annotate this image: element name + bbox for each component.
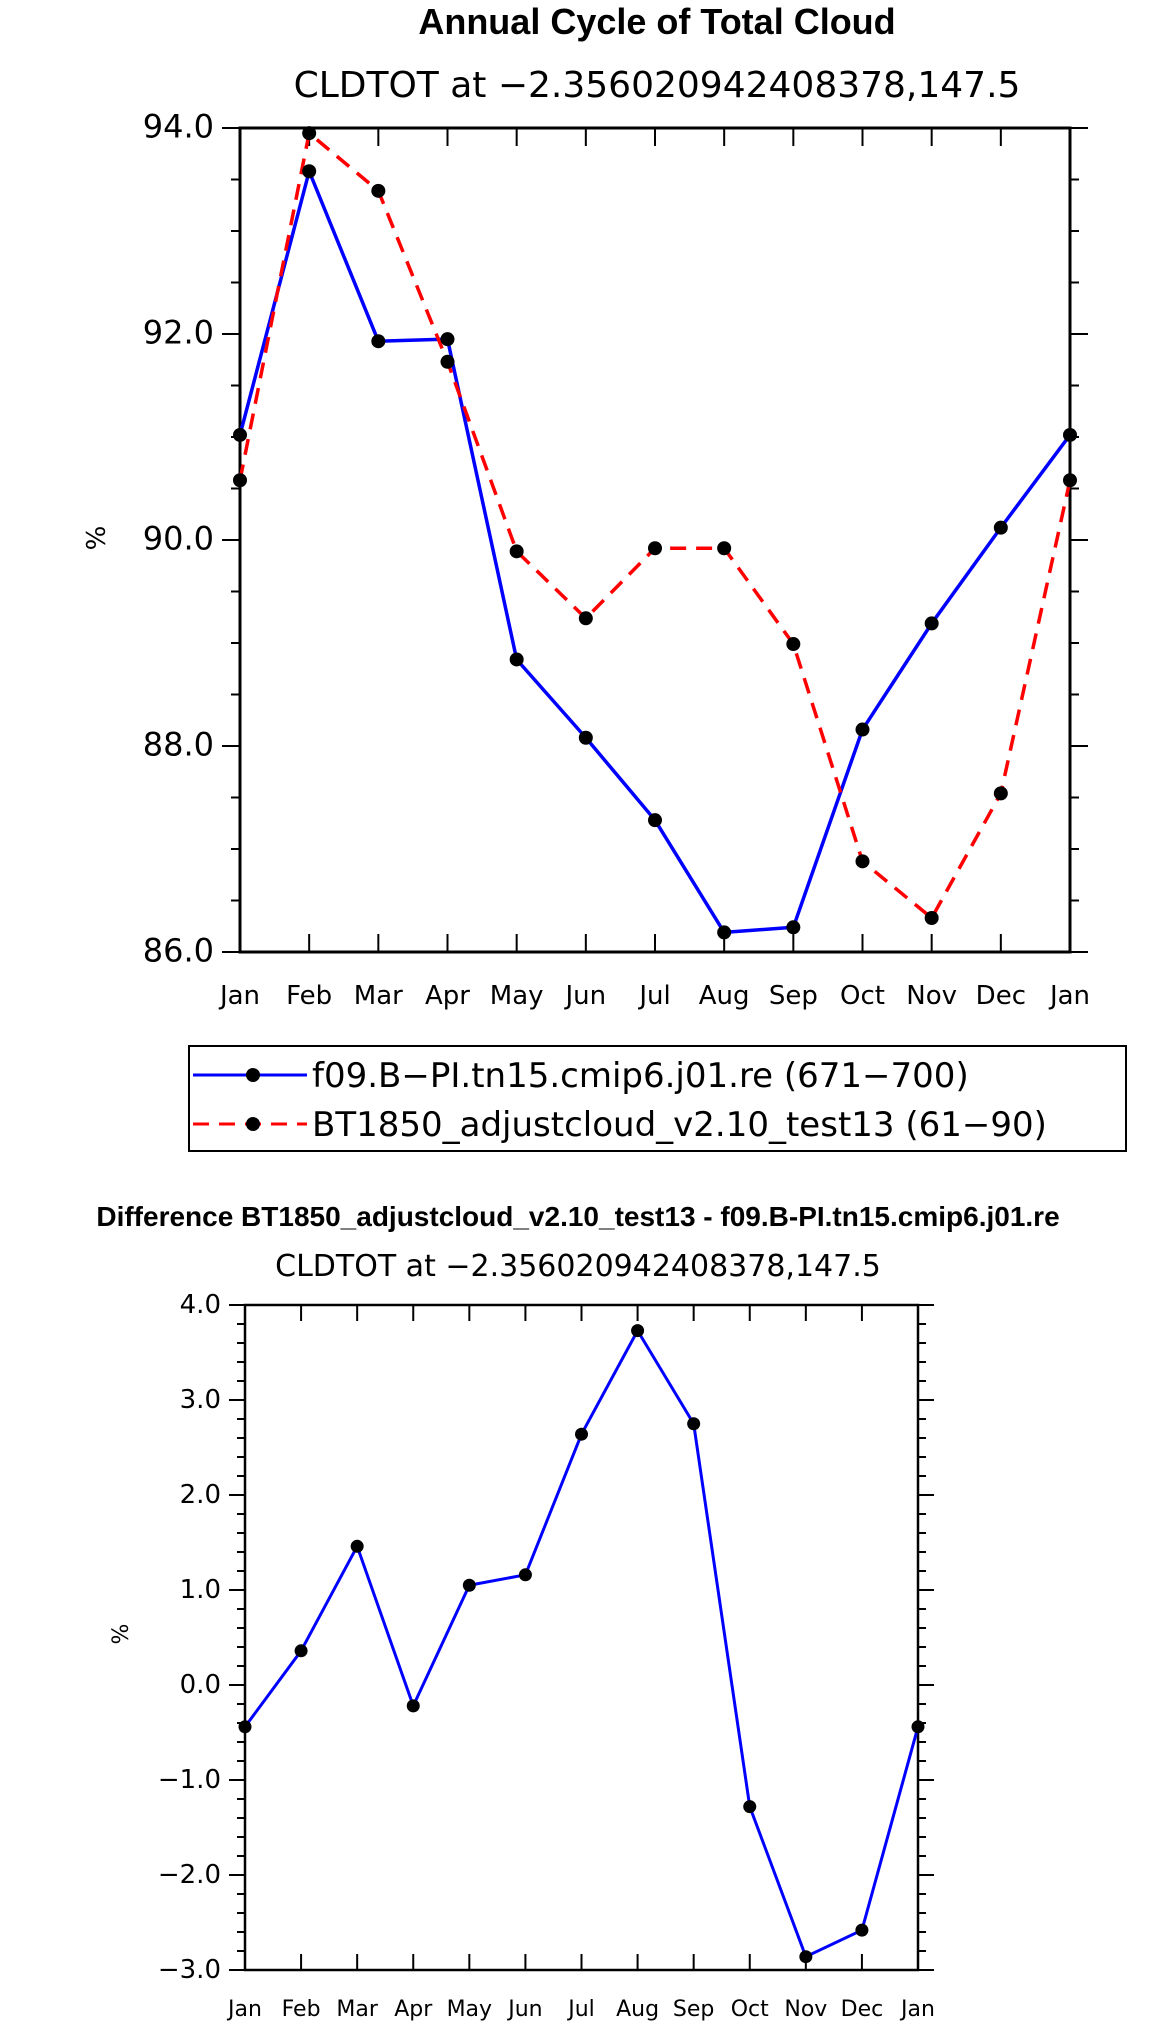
chart-2-series-1-point [743, 1800, 757, 1814]
chart-1-series-2-point [440, 354, 455, 369]
chart-1-xtick-label: Apr [425, 981, 470, 1011]
chart-1-xtick-label: Nov [906, 981, 957, 1011]
chart-2-xtick-label: Mar [336, 1997, 378, 2022]
chart-2-series-1-point [855, 1923, 869, 1937]
chart-2-ytick-label: 0.0 [180, 1670, 221, 1700]
chart-2-series-1-point [687, 1417, 701, 1431]
chart-2-series-1-point [294, 1644, 308, 1658]
chart-1-series-2-point [924, 911, 939, 926]
bottom-chart-ylabel: % [109, 1624, 134, 1645]
chart-2-xtick-label: Feb [282, 1997, 321, 2022]
chart-1-series-2-point [1063, 473, 1077, 488]
top-chart-plot: Jan Feb Mar Apr May Jun Jul Aug Sep Oct Nov Dec Jan8… [143, 107, 1090, 1011]
legend-label-series-2: BT1850_adjustcloud_v2.10_test13 (61−90) [312, 1105, 1047, 1145]
chart-1-xtick-label: Jul [637, 981, 670, 1011]
chart-2-xtick-label: Dec [841, 1997, 884, 2022]
legend-box [188, 1045, 1127, 1152]
chart-2-series-1-point [799, 1950, 813, 1964]
chart-2-ytick-label: −1.0 [158, 1765, 221, 1795]
bottom-chart-plot: Jan Feb Mar Apr May Jun Jul Aug Sep Oct Nov Dec Jan−… [158, 1290, 935, 2022]
bottom-chart-title: Difference BT1850_adjustcloud_v2.10_test… [96, 1201, 1059, 1232]
chart-1-series-1-point [578, 730, 593, 745]
chart-2-series-1-point [575, 1427, 588, 1441]
chart-1-series-2-point [509, 544, 524, 559]
chart-1-series-2-point [371, 183, 386, 198]
top-chart-ylabel: % [82, 526, 112, 551]
chart-2-xtick-label: May [447, 1997, 492, 2022]
chart-2-xtick-label: Oct [731, 1997, 769, 2022]
chart-2-ytick-label: −3.0 [158, 1955, 221, 1985]
chart-1-series-1-point [924, 616, 939, 631]
chart-2-frame [243, 1303, 920, 1972]
chart-2-series-1-point [406, 1699, 420, 1713]
chart-1-series-1-point [1063, 427, 1077, 442]
chart-1-xtick-label: May [490, 981, 544, 1011]
chart-2-ytick-label: 2.0 [180, 1480, 221, 1510]
chart-1-series-1-point [509, 652, 524, 667]
chart-2-xtick-label: Apr [394, 1997, 433, 2022]
chart-1-series-2-point [786, 637, 801, 652]
chart-1-xtick-label: Mar [354, 981, 403, 1011]
chart-1-series-2-point [302, 126, 317, 141]
chart-1-xtick-label: Jan [1048, 981, 1090, 1011]
chart-2-xtick-label: Aug [616, 1997, 659, 2022]
chart-2-xtick-label: Jun [506, 1997, 542, 2022]
chart-1-xtick-label: Dec [976, 981, 1026, 1011]
legend-marker-series-1 [246, 1068, 260, 1082]
chart-1-series-1-point [717, 925, 732, 940]
chart-1-frame [238, 126, 1072, 954]
chart-1-series-1-point [786, 920, 801, 935]
chart-2-series-1-point [238, 1720, 252, 1734]
chart-2-xtick-label: Jul [566, 1997, 595, 2022]
chart-1-series-1-point [233, 427, 247, 442]
bottom-chart-subtitle: CLDTOT at −2.356020942408378,147.5 [275, 1249, 881, 1284]
top-chart-title: Annual Cycle of Total Cloud [418, 1, 895, 42]
chart-2-ytick-label: 4.0 [180, 1290, 221, 1320]
chart-2-xtick-label: Jan [899, 1997, 935, 2022]
chart-1-xtick-label: Feb [286, 981, 332, 1011]
chart-1-series-2-point [993, 786, 1008, 801]
chart-1-series-2-point [648, 541, 662, 556]
chart-2-xtick-label: Nov [784, 1997, 827, 2022]
chart-1-xtick-label: Oct [840, 981, 885, 1011]
chart-2-series-1-point [631, 1324, 645, 1338]
chart-1-xtick-label: Jan [218, 981, 260, 1011]
chart-2-series-1-line [243, 1329, 920, 1959]
chart-1-ytick-label: 90.0 [143, 519, 214, 557]
chart-1-series-2-point [717, 541, 732, 556]
chart-2-series-1-point [911, 1720, 925, 1734]
chart-2-ytick-label: 1.0 [180, 1575, 221, 1605]
chart-1-series-1-point [855, 722, 870, 737]
chart-1-series-2-point [578, 611, 593, 626]
chart-1-xtick-label: Jun [564, 981, 607, 1011]
chart-1-series-2-line [238, 131, 1072, 920]
chart-2-ytick-label: −2.0 [158, 1860, 221, 1890]
chart-2-series-1-point [462, 1578, 476, 1592]
chart-1-series-2-point [233, 473, 247, 488]
chart-2-xtick-label: Jan [226, 1997, 262, 2022]
chart-1-xtick-label: Sep [769, 981, 818, 1011]
chart-1-ytick-label: 88.0 [143, 725, 214, 763]
chart-1-xtick-label: Aug [699, 981, 750, 1011]
chart-1-series-1-point [993, 520, 1008, 535]
chart-2-ytick-label: 3.0 [180, 1385, 221, 1415]
top-chart-subtitle: CLDTOT at −2.356020942408378,147.5 [294, 65, 1021, 106]
chart-1-series-1-point [648, 813, 662, 828]
chart-1-series-1-point [371, 334, 386, 349]
chart-1-ytick-label: 94.0 [143, 107, 214, 145]
chart-2-series-1-point [350, 1539, 364, 1553]
legend-marker-series-2 [246, 1117, 260, 1131]
chart-1-ytick-label: 86.0 [143, 931, 214, 969]
chart-1-series-1-point [440, 332, 455, 347]
chart-2-series-1-point [518, 1568, 532, 1582]
legend: f09.B−PI.tn15.cmip6.j01.re (671−700) BT1… [188, 1045, 1127, 1152]
legend-label-series-1: f09.B−PI.tn15.cmip6.j01.re (671−700) [312, 1056, 969, 1096]
chart-1-ytick-label: 92.0 [143, 313, 214, 351]
chart-1-series-2-point [855, 854, 870, 869]
chart-2-xtick-label: Sep [673, 1997, 714, 2022]
chart-1-series-1-point [302, 164, 317, 179]
